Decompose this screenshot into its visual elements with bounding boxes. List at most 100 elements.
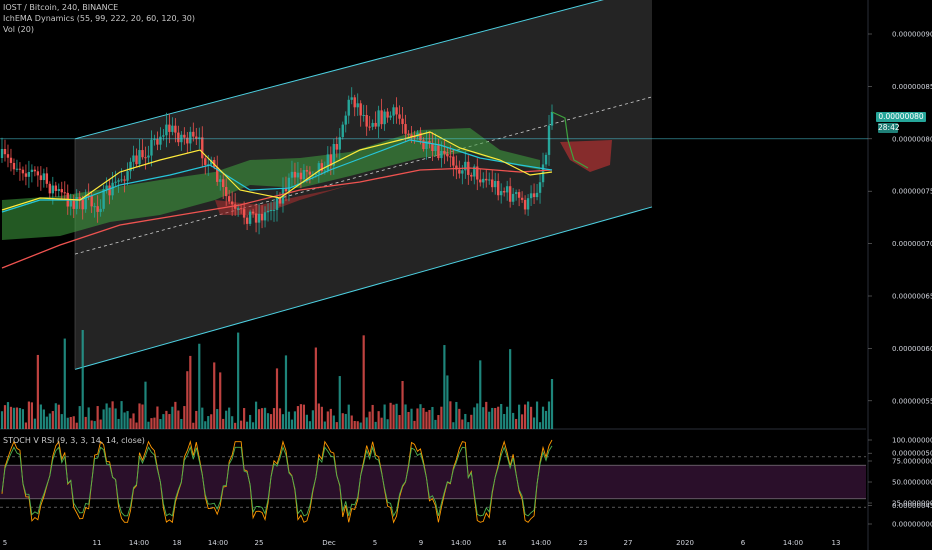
price-tick-label: 0.00000070 [892,240,932,248]
candle-body [458,169,461,174]
osc-tick-label: 100.00000000 [892,437,932,445]
volume-bar [317,403,320,429]
candle-body [488,179,491,181]
candle-body [377,110,380,127]
volume-bar [541,406,545,429]
time-tick-label: 18 [173,539,182,547]
candle-body [443,150,446,154]
volume-bar [234,422,237,429]
volume-bar [302,404,306,429]
volume-bar [189,355,192,429]
volume-bar [135,422,138,429]
volume-bar [431,406,434,429]
candle-body [511,193,515,202]
candle-body [165,124,168,136]
price-tick-label: 0.00000050 [892,450,932,458]
countdown-badge: 28:42 [878,123,900,133]
volume-bar [518,404,521,429]
candle-body [90,195,93,207]
candle-body [150,139,153,156]
candle-body [123,179,126,181]
candle-body [347,99,350,116]
volume-bar [497,406,500,429]
candle-body [129,161,132,172]
volume-bar [392,404,395,429]
volume-bar [99,419,102,429]
volume-bar [371,404,374,429]
volume-bar [192,422,195,429]
candle-body [332,144,335,166]
candle-body [386,111,389,118]
volume-bar [389,402,392,429]
candle-body [6,154,10,158]
candle-body [257,213,261,223]
candle-body [198,137,201,139]
volume-bar [437,415,440,429]
candle-body [254,213,258,223]
candle-body [404,124,407,134]
volume-bar [39,404,42,429]
candle-body [216,167,219,182]
volume-bar [479,360,482,429]
volume-bar [503,414,506,429]
volume-bar [225,410,228,429]
volume-bar [535,401,539,429]
volume-bar [335,422,338,429]
volume-bar [506,406,509,429]
volume-bar [159,419,162,429]
volume-bar [350,415,353,429]
candle-body [159,136,162,145]
candle-body [272,209,276,211]
volume-bar [156,406,159,429]
cloud-bear-future [560,140,612,172]
volume-bar [305,414,308,429]
volume-bar [246,421,249,429]
volume-bar [532,417,536,429]
volume-bar [521,414,524,429]
candle-body [547,125,551,155]
candle-body [174,125,177,133]
candle-body [383,111,386,125]
volume-bar [416,408,419,429]
candle-body [21,169,25,174]
volume-bar [257,409,261,429]
channel-lower [74,206,653,370]
candle-body [550,112,554,126]
candle-body [135,155,138,165]
rsi-band [0,465,866,499]
volume-bar [36,354,39,429]
candle-body [69,200,72,207]
volume-bar [12,407,16,429]
candle-body [359,103,362,116]
volume-bar [75,422,78,429]
volume-bar [500,403,503,429]
volume-bar [150,418,153,429]
time-tick-label: 5 [3,539,7,547]
candle-body [111,182,114,196]
candle-body [251,211,255,214]
candle-body [54,185,58,191]
candle-body [105,185,108,190]
candle-body [204,158,207,165]
candles [0,87,554,235]
ema-slow-line [1,167,553,269]
candle-body [479,179,482,183]
volume-bar [102,409,105,429]
volume-bar [344,413,347,429]
candle-body [42,173,46,181]
volume-bar [458,408,461,429]
candle-body [368,126,371,128]
volume-bar [3,405,7,429]
cloud-bull [2,128,540,240]
volume-bar [263,407,267,429]
volume-bar [72,416,75,429]
candle-body [514,192,518,194]
volume-bar [24,422,28,429]
volume-bar [523,404,527,429]
candle-body [371,122,374,127]
candle-body [529,193,533,199]
volume-bar [320,406,323,429]
candle-body [452,156,455,166]
candle-body [248,211,252,224]
